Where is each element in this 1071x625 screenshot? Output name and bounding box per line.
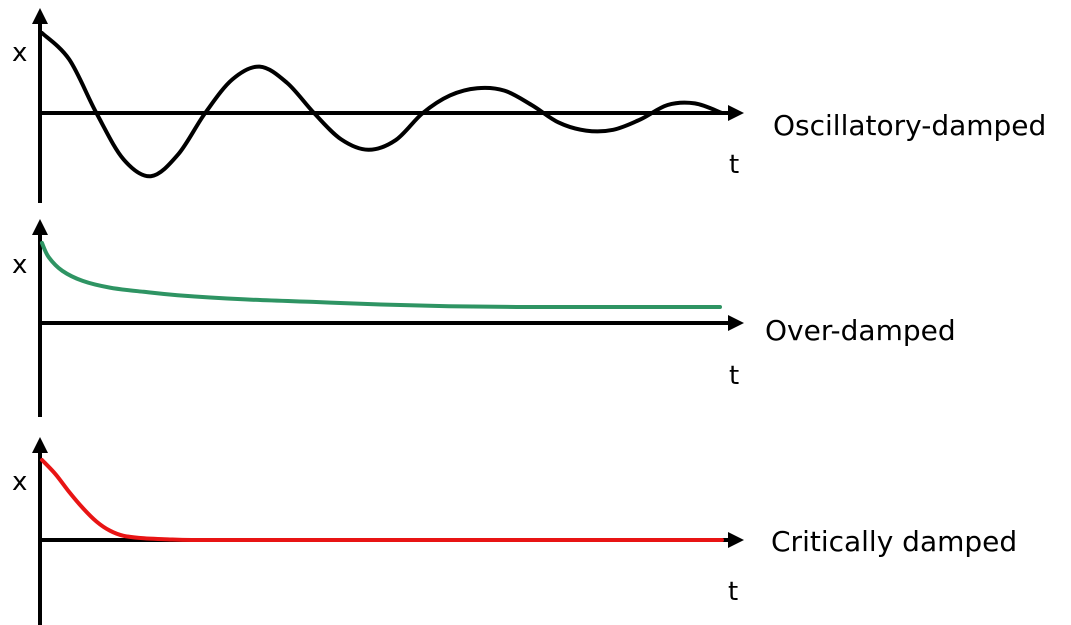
oscillatory-damped-curve bbox=[40, 31, 724, 179]
critically-damped-curve bbox=[40, 458, 724, 543]
critically-damped-panel: x t Critically damped bbox=[12, 437, 1017, 625]
x-axis-label: t bbox=[729, 150, 739, 180]
oscillatory-damped-panel: x t Oscillatory-damped bbox=[12, 8, 1046, 203]
y-axis-arrowhead bbox=[32, 219, 48, 235]
x-axis-arrowhead bbox=[728, 105, 744, 121]
y-axis-label: x bbox=[12, 467, 27, 497]
x-axis-arrowhead bbox=[728, 532, 744, 548]
y-axis-arrowhead bbox=[32, 437, 48, 453]
oscillatory-damped-label: Oscillatory-damped bbox=[773, 109, 1046, 142]
over-damped-curve bbox=[40, 241, 722, 310]
over-damped-panel: x t Over-damped bbox=[12, 219, 956, 417]
y-axis-arrowhead bbox=[32, 8, 48, 24]
x-axis-label: t bbox=[728, 577, 738, 607]
critically-damped-label: Critically damped bbox=[771, 525, 1017, 558]
x-axis-label: t bbox=[729, 361, 739, 391]
x-axis-arrowhead bbox=[728, 315, 744, 331]
over-damped-label: Over-damped bbox=[765, 314, 956, 347]
y-axis-label: x bbox=[12, 38, 27, 68]
y-axis-label: x bbox=[12, 250, 27, 280]
